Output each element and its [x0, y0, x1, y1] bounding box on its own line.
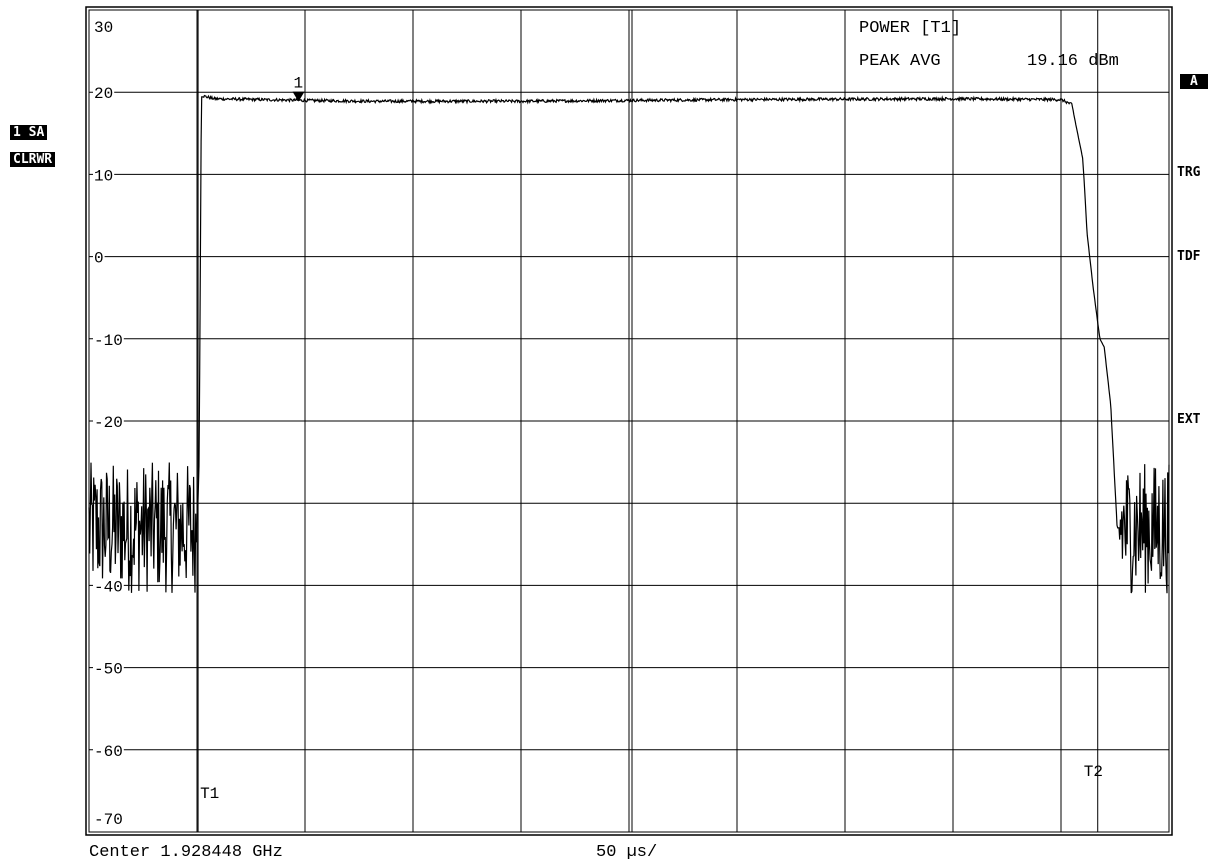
- readout-peak-avg-value: 19.16 dBm: [1027, 52, 1119, 71]
- y-tick-label: -70: [94, 811, 123, 829]
- y-tick-label-bg: [93, 660, 124, 679]
- time-line-label-t2: T2: [1084, 763, 1103, 781]
- marker-triangle: [292, 91, 305, 102]
- sweep-time-label: 50 µs/: [596, 843, 658, 862]
- center-frequency-label: Center 1.928448 GHz: [89, 843, 283, 862]
- zero-span-power-chart: T1 T2 1 30 20 10 0 -10 -20 -40 -50 -60 -70 POWER [T…: [85, 6, 1173, 836]
- y-tick-label: 10: [94, 167, 113, 185]
- y-tick-label: -20: [94, 414, 123, 432]
- y-tick-label-bg: [93, 331, 124, 350]
- y-tick-label-bg: [93, 249, 105, 268]
- frame-outer: [85, 6, 1173, 836]
- y-tick-label-bg: [93, 19, 115, 37]
- y-tick-label-bg: [93, 414, 124, 432]
- time-line-label-t1: T1: [200, 785, 219, 803]
- y-tick-label-bg: [93, 167, 115, 186]
- y-tick-label: -10: [94, 332, 123, 350]
- readout-line1: POWER [T1]: [859, 19, 961, 38]
- power-trace: [88, 94, 1170, 594]
- marker-label: 1: [294, 75, 304, 93]
- y-tick-label: 20: [94, 85, 113, 103]
- markers: T1 T2 1: [197, 10, 1103, 832]
- y-tick-label: 0: [94, 250, 104, 268]
- y-tick-label-bg: [93, 811, 124, 829]
- y-tick-label: -40: [94, 578, 123, 596]
- y-tick-label: -60: [94, 743, 123, 761]
- readout-peak-avg-label: PEAK AVG: [859, 52, 941, 71]
- trace-mode-tag: CLRWR: [10, 152, 56, 167]
- y-tick-label: -50: [94, 661, 123, 679]
- y-tick-label-bg: [93, 578, 124, 597]
- grid: [85, 6, 1173, 836]
- trace-number-tag: 1 SA: [10, 125, 48, 140]
- y-tick-label: 30: [94, 19, 113, 37]
- screen-a-tag: A: [1180, 74, 1208, 89]
- trace: [88, 94, 1170, 594]
- y-tick-label-bg: [93, 742, 124, 761]
- y-tick-labels: 30 20 10 0 -10 -20 -40 -50 -60 -70: [93, 19, 124, 829]
- ext-trigger-tag: EXT: [1177, 412, 1201, 427]
- power-readout: POWER [T1] PEAK AVG 19.16 dBm: [859, 19, 1119, 71]
- trigger-tag: TRG: [1177, 165, 1201, 180]
- time-domain-tag: TDF: [1177, 249, 1201, 264]
- y-tick-label-bg: [93, 85, 115, 104]
